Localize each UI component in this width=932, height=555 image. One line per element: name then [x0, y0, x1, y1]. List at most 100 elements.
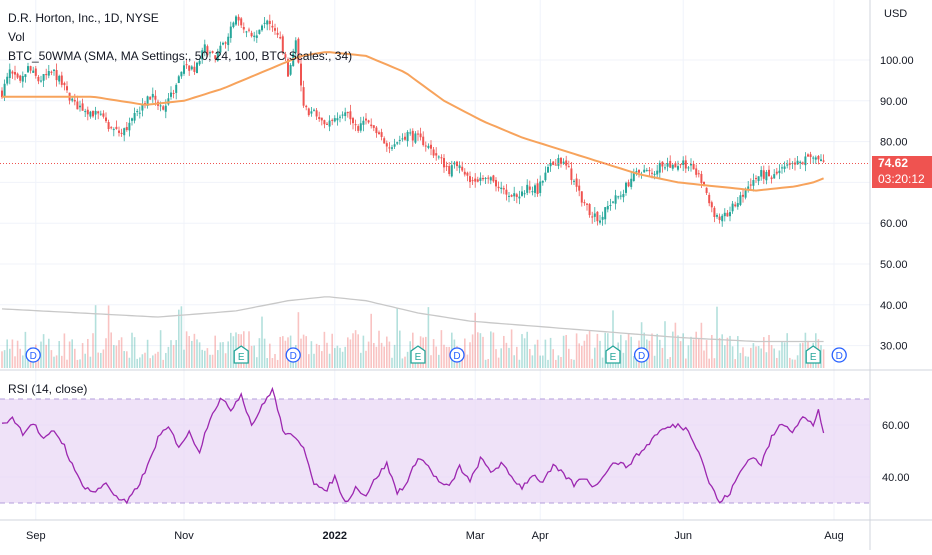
candle: [625, 181, 627, 196]
candle: [102, 110, 105, 119]
volume-bar: [19, 348, 21, 368]
volume-bar: [315, 343, 318, 368]
candle-body: [344, 112, 347, 117]
candle-body: [177, 76, 180, 84]
volume-bar: [141, 354, 144, 368]
candle: [583, 199, 586, 206]
volume-bar: [440, 330, 443, 368]
volume-bar: [484, 359, 487, 368]
candle: [487, 175, 490, 184]
volume-bar: [799, 343, 801, 368]
volume-bar: [796, 355, 799, 368]
candle: [396, 141, 399, 146]
currency-label[interactable]: USD: [884, 8, 908, 20]
volume-bar: [341, 351, 344, 368]
volume-bar: [9, 348, 11, 368]
candle-body: [812, 157, 815, 159]
candle: [261, 24, 263, 32]
ma-legend[interactable]: BTC_50WMA (SMA, MA Settings:, 50, 24, 10…: [8, 49, 353, 63]
candle-body: [372, 125, 375, 128]
candle: [622, 189, 625, 203]
candle-body: [60, 75, 63, 85]
candle: [713, 206, 716, 223]
candle-body: [822, 160, 825, 162]
volume-bar: [66, 359, 68, 368]
candle: [401, 133, 404, 142]
volume-bar: [573, 359, 575, 368]
candle: [378, 130, 380, 135]
volume-legend[interactable]: Vol: [8, 30, 25, 44]
volume-bar: [656, 333, 658, 368]
volume-bar: [731, 346, 734, 368]
candle: [531, 186, 534, 196]
candle: [58, 74, 61, 85]
volume-bar: [144, 352, 146, 368]
volume-bar: [224, 353, 227, 368]
candle-body: [424, 145, 427, 147]
price-tick-label: 100.00: [880, 55, 914, 67]
candle: [424, 141, 427, 152]
candle: [393, 138, 396, 149]
candle: [250, 30, 253, 38]
candle-body: [591, 216, 594, 218]
candle-body: [190, 66, 193, 70]
rsi-legend[interactable]: RSI (14, close): [8, 382, 88, 396]
candle-body: [443, 158, 445, 168]
candle: [778, 164, 781, 180]
candle: [97, 110, 100, 120]
candle: [281, 34, 284, 55]
candle-body: [755, 178, 757, 180]
volume-bar: [107, 305, 110, 368]
candle-body: [11, 71, 14, 74]
volume-bar: [206, 348, 209, 368]
candle-body: [747, 186, 750, 190]
candle: [422, 131, 425, 147]
candle-body: [201, 50, 204, 60]
candle-body: [105, 117, 107, 122]
volume-bar: [198, 342, 201, 368]
volume-bar: [139, 357, 141, 368]
candle: [731, 201, 734, 214]
candle: [544, 166, 547, 182]
candle-body: [250, 32, 253, 37]
candle: [198, 59, 201, 66]
candle-body: [237, 16, 240, 21]
candle: [661, 161, 664, 173]
volume-bar: [183, 349, 185, 368]
candle: [37, 74, 40, 85]
symbol-title[interactable]: D.R. Horton, Inc., 1D, NYSE: [8, 11, 159, 25]
volume-bar: [685, 358, 687, 368]
candle: [253, 31, 256, 42]
candle-body: [573, 180, 575, 182]
volume-bar: [204, 350, 206, 368]
volume-bar: [516, 346, 518, 368]
candle-body: [383, 138, 386, 144]
volume-bar: [659, 339, 661, 368]
candle: [180, 71, 183, 79]
dividend-circle: [449, 347, 465, 363]
candle-body: [565, 160, 568, 166]
candle: [245, 30, 248, 38]
candle: [300, 57, 302, 92]
candle: [411, 128, 414, 147]
candle: [6, 72, 9, 86]
candle-body: [450, 165, 453, 177]
candle-body: [279, 37, 282, 39]
candle: [565, 155, 568, 170]
volume-bar: [503, 335, 505, 368]
candle-body: [513, 193, 516, 197]
candle-body: [695, 168, 698, 175]
volume-bar: [505, 342, 508, 368]
candle-body: [357, 126, 360, 131]
candle-body: [484, 177, 487, 179]
candle-body: [638, 169, 640, 173]
candle-body: [666, 163, 669, 167]
dividend-label: D: [30, 351, 37, 362]
candle: [398, 135, 401, 145]
volume-bar: [479, 333, 482, 368]
candle-body: [47, 71, 50, 76]
volume-bar: [11, 339, 14, 368]
volume-bar: [326, 342, 328, 368]
